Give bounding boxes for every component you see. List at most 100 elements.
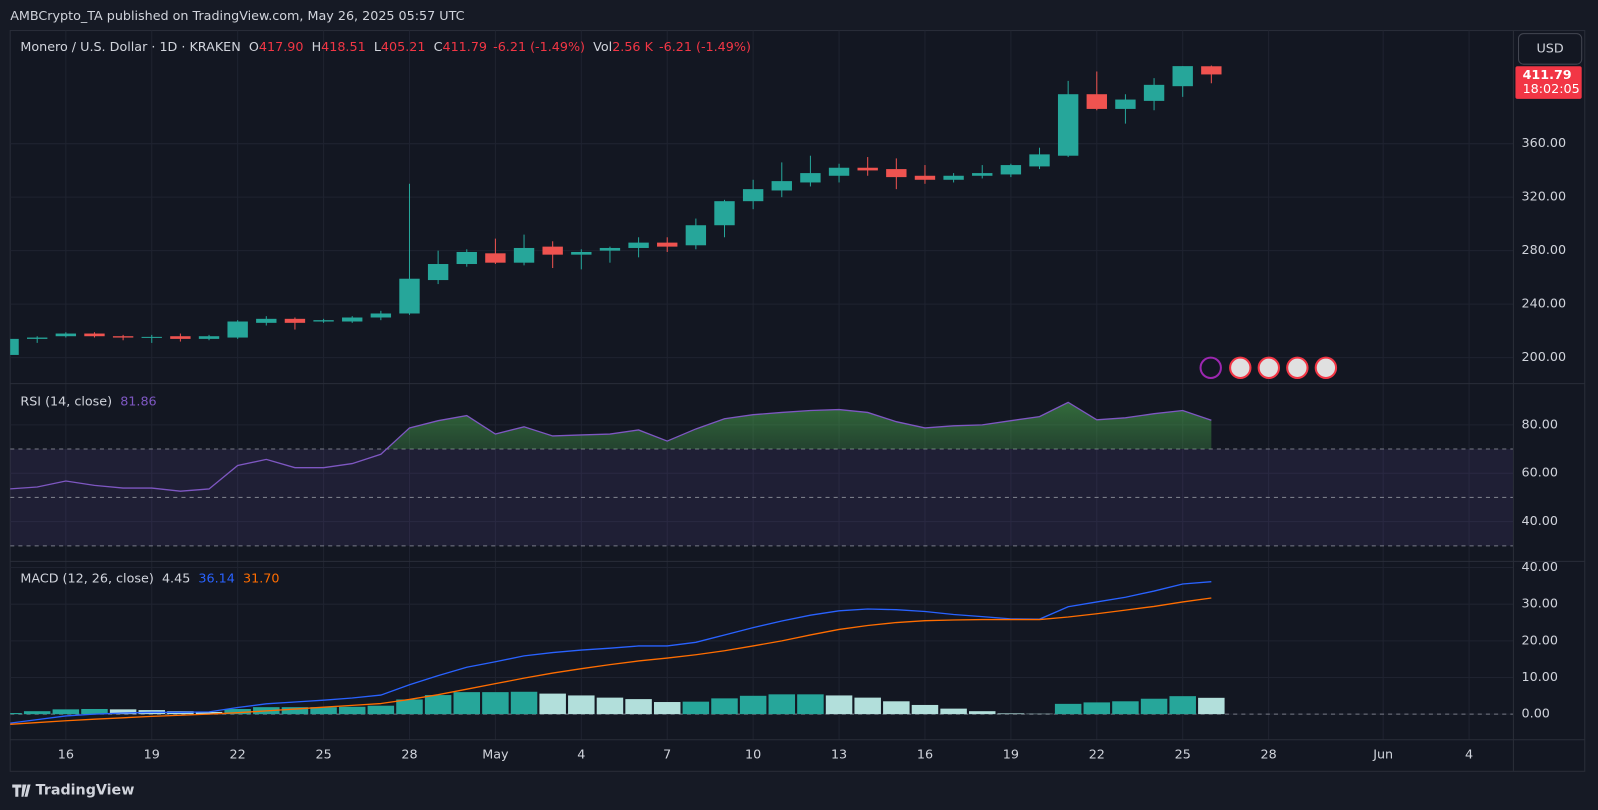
candle-body <box>10 338 19 355</box>
macd-line <box>10 581 1212 724</box>
x-tick-label: 25 <box>315 747 331 762</box>
y-tick-label: 30.00 <box>1522 597 1558 612</box>
currency-button[interactable] <box>1517 33 1583 65</box>
candle-body <box>1029 154 1050 167</box>
rsi-overbought-fill <box>10 402 1212 450</box>
histogram-bar <box>10 713 22 715</box>
histogram-bar <box>1083 702 1111 715</box>
currency[interactable]: USD <box>1537 41 1564 56</box>
histogram-bar <box>568 695 595 715</box>
symbol: Monero / U.S. Dollar · 1D · KRAKEN <box>20 39 240 54</box>
candle-body <box>771 181 792 191</box>
histogram-bar <box>338 706 366 715</box>
histogram-bar <box>310 707 337 715</box>
candle-body <box>256 318 277 323</box>
legend-key: Vol <box>593 39 612 54</box>
candle-body <box>313 320 334 322</box>
candle-body <box>141 336 162 338</box>
histogram-bar <box>625 699 652 715</box>
price-label-box <box>1515 66 1582 99</box>
overlay: 16 19 22 25 28 May 4 7 10 13 16 19 22 25 28 Jun 4 200.00 2… <box>58 66 1582 762</box>
y-tick-label: 60.00 <box>1522 466 1558 481</box>
legend-value: 405.21 <box>381 39 426 54</box>
rsi-title: RSI (14, close) <box>20 394 112 409</box>
price-legend: Monero / U.S. Dollar · 1D · KRAKEN O417.9… <box>20 39 751 54</box>
histogram-bar <box>1054 703 1082 715</box>
histogram-bar <box>1198 697 1225 715</box>
candle-body <box>284 318 306 323</box>
histogram-bar <box>968 711 996 715</box>
histogram-bar <box>883 701 910 715</box>
x-tick-label: Jun <box>1372 747 1393 762</box>
event-icon[interactable] <box>1314 356 1338 380</box>
histogram-bar <box>367 705 395 715</box>
y-tick-label: 10.00 <box>1522 670 1558 685</box>
x-tick-label: 16 <box>58 747 74 762</box>
legend-value: -6.21 (-1.49%) <box>659 39 751 54</box>
candle-body <box>571 251 592 255</box>
x-tick-label: 16 <box>917 747 933 762</box>
histogram-bar <box>739 695 767 715</box>
y-tick-label: 80.00 <box>1522 417 1558 432</box>
candle-body <box>914 175 936 180</box>
histogram-bar <box>768 694 796 715</box>
x-tick-label: 28 <box>1261 747 1277 762</box>
histogram-bar <box>424 695 452 715</box>
candle-body <box>112 336 134 338</box>
event-icon[interactable] <box>1229 356 1252 380</box>
x-tick-label: 10 <box>745 747 761 762</box>
candle-body <box>1057 94 1079 156</box>
brand-logo <box>12 784 31 797</box>
histogram-bar <box>396 699 423 715</box>
candle-body <box>886 169 907 178</box>
candle-body <box>342 317 363 322</box>
candle-body <box>1115 99 1136 109</box>
y-tick-label: 240.00 <box>1522 297 1567 312</box>
y-tick-label: 200.00 <box>1522 350 1567 365</box>
x-tick-label: May <box>482 747 509 762</box>
candle-body <box>55 333 77 337</box>
chart-frame <box>9 30 1586 772</box>
legend-value: 31.70 <box>243 571 279 586</box>
histogram-bar <box>911 704 939 715</box>
candle-body <box>170 336 191 339</box>
y-tick-label: 320.00 <box>1522 190 1567 205</box>
histogram-bar <box>81 708 108 715</box>
histogram-bar <box>539 693 566 715</box>
candle-body <box>370 313 392 318</box>
histogram-bar <box>453 692 481 715</box>
candle-body <box>599 247 621 251</box>
candle-body <box>828 167 850 176</box>
candle-body <box>1143 84 1165 101</box>
event-icon[interactable] <box>1286 356 1309 380</box>
histogram-bar <box>1112 701 1139 715</box>
histogram-bar <box>109 709 137 715</box>
candle-body <box>1201 66 1222 75</box>
candle-body <box>742 189 764 202</box>
x-tick-label: 25 <box>1175 747 1191 762</box>
candle-body <box>399 278 420 314</box>
publisher: AMBCrypto_TA published on TradingView.co… <box>10 9 464 24</box>
candle-body <box>943 175 964 180</box>
legend-value: 417.90 <box>259 39 304 54</box>
macd-title: MACD (12, 26, close) <box>20 571 153 586</box>
histogram-bar <box>23 711 51 715</box>
legend-key: C <box>434 39 443 54</box>
candle-body <box>972 173 993 176</box>
event-icon[interactable] <box>1257 356 1281 380</box>
legend-key: L <box>374 39 382 54</box>
countdown: 18:02:05 <box>1523 82 1580 97</box>
candle-body <box>456 251 477 265</box>
histogram-bar <box>997 713 1025 715</box>
histogram-bar <box>653 702 681 715</box>
x-tick-label: 4 <box>577 747 585 762</box>
candle-body <box>1000 165 1022 175</box>
x-tick-label: 28 <box>401 747 417 762</box>
histogram-bar <box>281 707 309 715</box>
x-tick-label: 7 <box>663 747 671 762</box>
candle-body <box>1172 66 1193 87</box>
histogram-bar <box>682 701 710 715</box>
legend-key: O <box>249 39 259 54</box>
y-tick-label: 40.00 <box>1522 514 1558 529</box>
